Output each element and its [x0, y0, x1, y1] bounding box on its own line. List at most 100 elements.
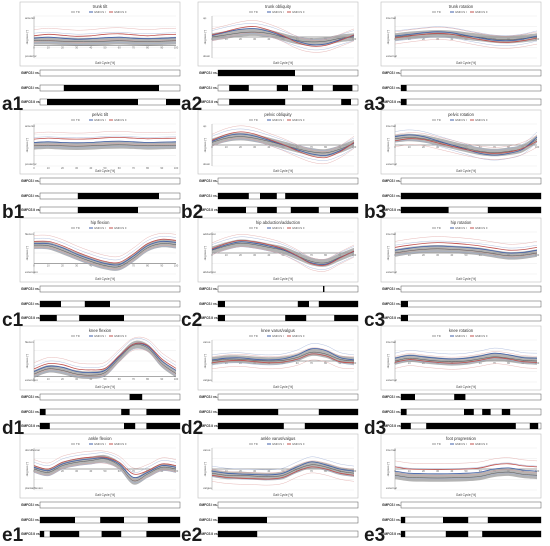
sig-label-e2-r3: GMFCS II vs. TD	[199, 532, 224, 536]
sig-bar-b2-r3-3	[330, 207, 358, 213]
legend-label-b1-2: GMFCS II	[114, 118, 127, 122]
sig-label-b2-r3: GMFCS II vs. TD	[199, 208, 224, 212]
series-gmfcs1-lower-sd-b3	[394, 139, 538, 161]
x-axis-label-e3: Gait Cycle [%]	[456, 493, 476, 497]
x-tick-e3-10: 100	[535, 469, 540, 473]
legend-label-c3-1: GMFCS I	[455, 226, 467, 230]
x-tick-c1-0: 0	[33, 264, 35, 268]
x-tick-b1-0: 0	[33, 166, 35, 170]
x-tick-b3-7: 70	[493, 145, 496, 149]
series-td-mean-c3	[394, 248, 538, 257]
legend-label-b1-1: GMFCS I	[94, 118, 106, 122]
x-tick-c1-10: 100	[174, 264, 179, 268]
panel-label-b3: b3	[364, 202, 387, 223]
sig-bar-b3-r3-0	[401, 207, 449, 213]
y-lower-label-e1: plantarflexion	[25, 486, 43, 490]
series-td-mean-b1	[33, 144, 177, 147]
panel-label-e2: e2	[181, 525, 203, 546]
series-gmfcs1-upper-sd-c1	[33, 236, 177, 261]
sig-label-d3-r3: GMFCS II vs. TD	[382, 424, 407, 428]
x-tick-d3-8: 80	[507, 361, 510, 365]
x-tick-c3-1: 10	[408, 253, 411, 257]
x-tick-c1-4: 40	[89, 264, 92, 268]
x-tick-d1-8: 80	[146, 377, 149, 381]
y-axis-label-e2: degrees [°]	[203, 462, 207, 477]
sig-bar-d1-r3-0	[40, 423, 50, 429]
legend-label-a1-2: GMFCS II	[114, 10, 127, 14]
chart-title-d1: knee flexion	[89, 328, 112, 333]
series-gmfcs2-upper-sd-c3	[394, 236, 538, 245]
y-axis-label-b1: degrees [°]	[25, 138, 29, 153]
sig-track-d2-r1	[217, 393, 359, 401]
sig-label-c2-r1: GMFCS I vs. II	[199, 287, 220, 291]
sig-label-c1-r3: GMFCS II vs. TD	[21, 316, 46, 320]
series-gmfcs1-lower-sd-a3	[394, 36, 538, 46]
sig-bar-e2-r2-0	[218, 517, 267, 523]
series-gmfcs2-mean-b3	[394, 138, 538, 154]
chart-title-a2: trunk obliquity	[265, 4, 292, 9]
sig-label-b3-r2: GMFCS I vs. TD	[382, 194, 406, 198]
legend-label-c1-0: TD	[76, 226, 80, 230]
sig-bar-e1-r2-2	[147, 517, 180, 523]
panel-label-e3: e3	[364, 525, 386, 546]
sig-label-e1-r3: GMFCS II vs. TD	[21, 532, 46, 536]
x-tick-d1-1: 10	[47, 377, 50, 381]
series-gmfcs1-mean-e3	[394, 467, 538, 475]
x-tick-a1-3: 30	[75, 46, 78, 50]
legend-label-d2-0: TD	[254, 334, 258, 338]
x-tick-e1-4: 40	[89, 469, 92, 473]
sig-bar-c1-r3-1	[79, 315, 124, 321]
x-tick-c1-9: 90	[160, 264, 163, 268]
legend-label-e3-1: GMFCS I	[455, 442, 467, 446]
sig-label-c3-r3: GMFCS II vs. TD	[382, 316, 407, 320]
chart-frame-e3	[380, 433, 542, 499]
x-tick-c3-3: 30	[436, 253, 439, 257]
sig-bar-e3-r2-0	[401, 517, 406, 523]
legend-label-a2-2: GMFCS II	[292, 10, 305, 14]
sig-label-b1-r1: GMFCS I vs. II	[21, 179, 42, 183]
series-gmfcs1-lower-sd-e3	[394, 472, 538, 480]
legend-label-c1-1: GMFCS I	[94, 226, 106, 230]
x-tick-d3-7: 70	[493, 361, 496, 365]
chart-title-e1: ankle flexion	[88, 436, 112, 441]
sig-track-b2-r1	[217, 177, 359, 185]
legend-label-d3-1: GMFCS I	[455, 334, 467, 338]
y-upper-label-a1: anterior	[25, 16, 35, 20]
sig-track-b1-r1	[39, 177, 181, 185]
x-tick-e2-7: 70	[310, 469, 313, 473]
sig-bar-d3-r2-1	[464, 409, 474, 415]
legend-label-a2-0: TD	[254, 10, 258, 14]
y-upper-label-e1: dorsiflexion	[25, 448, 41, 452]
sig-bar-c2-r2-1	[297, 301, 309, 307]
sig-bar-a1-r3-0	[47, 99, 138, 105]
x-tick-a1-2: 20	[61, 46, 64, 50]
x-tick-b1-8: 80	[146, 166, 149, 170]
sig-bar-b2-r3-0	[218, 207, 246, 213]
x-tick-c2-3: 30	[253, 253, 256, 257]
panel-label-d2: d2	[181, 418, 204, 439]
y-axis-label-a3: degrees [°]	[386, 30, 390, 45]
x-tick-e3-6: 60	[479, 469, 482, 473]
y-lower-label-b3: external	[386, 162, 397, 166]
sig-bar-c2-r3-1	[285, 315, 307, 321]
series-gmfcs2-upper-sd-b2	[211, 125, 355, 152]
x-tick-d3-10: 100	[535, 361, 540, 365]
series-td-band-c1	[34, 239, 176, 271]
sig-bar-e1-r3-1	[49, 531, 80, 537]
sig-label-c1-r1: GMFCS I vs. II	[21, 287, 42, 291]
sig-bar-c1-r3-0	[40, 315, 57, 321]
chart-title-d2: knee varus/valgus	[261, 328, 295, 333]
series-td-mean-d3	[394, 356, 538, 363]
series-gmfcs1-upper-sd-a2	[211, 23, 355, 41]
series-td-mean-d1	[33, 344, 177, 376]
y-axis-label-c2: degrees [°]	[203, 246, 207, 261]
legend-label-b2-0: TD	[254, 118, 258, 122]
x-tick-e1-5: 50	[104, 469, 107, 473]
x-tick-d1-2: 20	[61, 377, 64, 381]
x-tick-a2-3: 30	[253, 37, 256, 41]
sig-bar-e3-r3-1	[445, 531, 469, 537]
sig-bar-e3-r3-2	[482, 531, 541, 537]
sig-bar-e2-r3-0	[218, 531, 258, 537]
y-lower-label-a3: external	[386, 54, 397, 58]
